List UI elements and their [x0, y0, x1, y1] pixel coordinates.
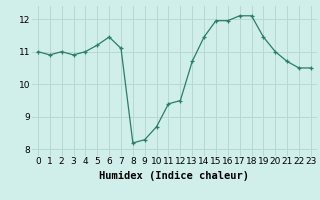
- X-axis label: Humidex (Indice chaleur): Humidex (Indice chaleur): [100, 171, 249, 181]
